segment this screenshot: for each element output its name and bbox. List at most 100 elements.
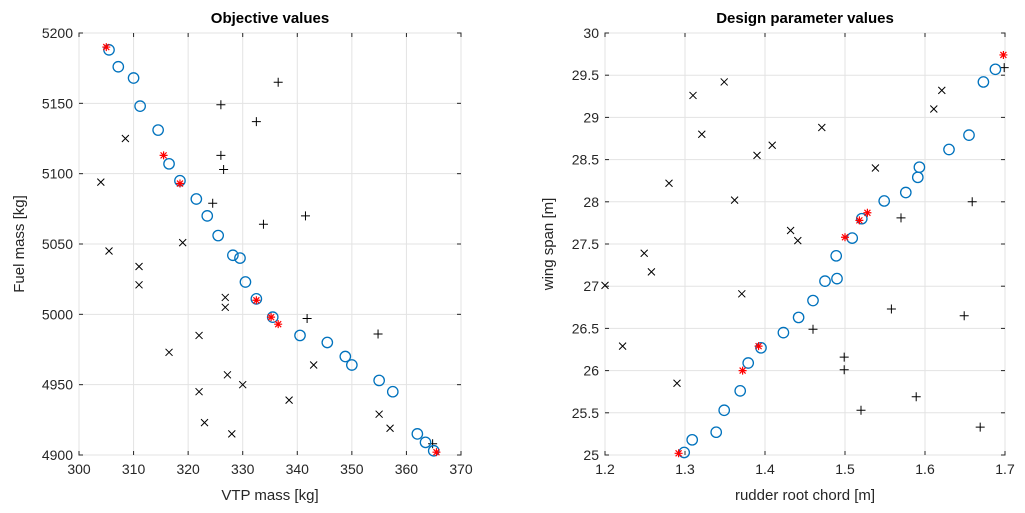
cross-marker [730, 196, 739, 204]
circle-marker [777, 326, 790, 339]
star-marker [175, 179, 184, 188]
plus-marker [856, 405, 866, 415]
star-marker [841, 233, 849, 242]
plus-marker [273, 77, 283, 87]
circle-marker [163, 157, 175, 170]
circle-marker [152, 124, 164, 136]
cross-marker [195, 331, 203, 340]
plus-marker [999, 63, 1009, 73]
cross-marker [223, 370, 232, 379]
star-marker [999, 50, 1008, 59]
y-tick-label: 5000 [42, 306, 73, 322]
circle-marker [792, 311, 805, 324]
circle-marker [201, 210, 214, 222]
x-tick-label: 1.7 [995, 461, 1015, 477]
y-tick-label: 26 [583, 363, 599, 379]
cross-marker [618, 342, 627, 350]
circle-marker [212, 229, 225, 242]
circle-marker [846, 232, 859, 244]
y-tick-label: 4950 [42, 377, 73, 393]
x-tick-label: 340 [286, 461, 310, 477]
circle-marker [742, 357, 755, 369]
star-marker [274, 320, 283, 329]
cross-marker [105, 247, 113, 255]
plus-marker [896, 213, 906, 223]
circle-marker [419, 436, 432, 449]
x-axis-label: VTP mass [kg] [221, 487, 318, 504]
y-tick-label: 27 [583, 278, 599, 294]
circle-marker [977, 76, 990, 88]
plus-marker [219, 164, 229, 174]
y-tick-label: 5150 [42, 95, 73, 111]
plus-marker [302, 314, 312, 324]
x-tick-label: 1.5 [835, 461, 855, 477]
cross-marker [720, 78, 729, 86]
star-marker [863, 208, 872, 217]
cross-marker [937, 86, 946, 95]
circle-marker [831, 272, 843, 285]
circle-marker [190, 193, 203, 205]
cross-marker [737, 289, 746, 298]
cross-marker [786, 226, 795, 235]
cross-marker [768, 141, 777, 150]
cross-marker [689, 91, 697, 100]
circle-marker [807, 294, 819, 307]
circle-marker [386, 385, 399, 398]
plus-marker [839, 365, 849, 375]
circle-marker [686, 433, 699, 446]
plus-marker [216, 150, 226, 160]
circle-marker [913, 161, 926, 174]
cross-marker [817, 123, 826, 132]
y-axis-label: wing span [m] [540, 198, 557, 292]
circle-marker [899, 186, 912, 199]
cross-marker [601, 281, 609, 290]
cross-marker [178, 238, 187, 247]
circle-marker [227, 249, 239, 262]
circle-marker [943, 143, 955, 156]
y-tick-label: 28.5 [572, 152, 599, 168]
star-marker [754, 342, 763, 351]
cross-marker [309, 361, 318, 369]
y-tick-label: 5050 [42, 236, 73, 252]
cross-marker [871, 164, 880, 172]
cross-marker [375, 410, 383, 419]
star-marker [159, 151, 168, 160]
circle-marker [989, 63, 1002, 76]
cross-marker [285, 396, 293, 404]
circle-marker [127, 72, 140, 84]
circle-marker [755, 341, 767, 354]
cross-marker [697, 130, 706, 139]
circle-marker [294, 329, 306, 342]
cross-marker [793, 236, 802, 245]
cross-marker [165, 348, 173, 357]
y-tick-label: 26.5 [572, 320, 599, 336]
plus-marker [886, 304, 896, 314]
plus-marker [959, 311, 969, 321]
cross-marker [96, 178, 105, 186]
plus-marker [216, 100, 226, 110]
circle-marker [411, 428, 424, 440]
y-tick-label: 30 [583, 25, 599, 41]
x-tick-label: 370 [449, 461, 473, 477]
star-marker [267, 313, 276, 322]
cross-marker [221, 293, 230, 302]
x-tick-label: 1.3 [675, 461, 695, 477]
plus-marker [258, 219, 268, 229]
x-tick-label: 360 [395, 461, 419, 477]
circle-marker [234, 252, 246, 264]
circle-marker [963, 129, 975, 141]
circle-marker [710, 426, 723, 439]
cross-marker [238, 380, 247, 389]
circle-marker [239, 276, 252, 288]
circle-marker [346, 359, 358, 371]
x-axis-label: rudder root chord [m] [735, 487, 875, 504]
plus-marker [967, 197, 977, 207]
cross-marker [647, 267, 656, 276]
cross-marker [673, 379, 681, 388]
circle-marker [718, 404, 731, 417]
chart-title: Objective values [211, 10, 329, 27]
x-tick-label: 300 [67, 461, 91, 477]
cross-marker [121, 134, 130, 143]
cross-marker [753, 151, 761, 160]
